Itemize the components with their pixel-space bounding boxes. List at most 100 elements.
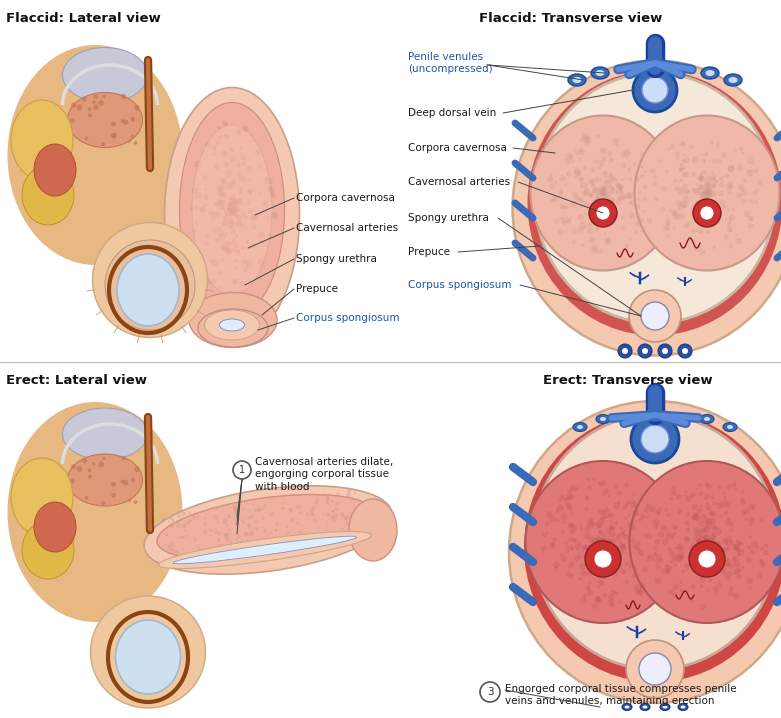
Circle shape [689,145,694,149]
Circle shape [644,185,647,190]
Circle shape [701,536,704,539]
Circle shape [620,190,623,193]
Circle shape [751,174,753,177]
Circle shape [613,539,617,543]
Circle shape [683,536,689,541]
Circle shape [640,165,644,168]
Circle shape [733,544,740,551]
Circle shape [601,555,604,557]
Circle shape [234,223,238,227]
Circle shape [234,267,237,271]
Circle shape [587,586,590,589]
Circle shape [641,302,669,330]
Circle shape [646,533,652,539]
Circle shape [225,233,228,236]
Circle shape [712,586,719,592]
Circle shape [616,534,619,536]
Circle shape [175,551,180,556]
Circle shape [733,556,739,561]
Circle shape [715,204,720,209]
Circle shape [282,537,287,542]
Circle shape [684,521,690,526]
Circle shape [288,508,292,511]
Circle shape [169,203,173,206]
Circle shape [655,559,660,564]
Ellipse shape [11,100,73,180]
Circle shape [226,246,232,253]
Circle shape [625,580,629,584]
Circle shape [203,203,207,207]
Circle shape [264,179,267,182]
Circle shape [643,210,646,213]
Circle shape [618,500,620,503]
Circle shape [591,192,594,195]
Circle shape [683,153,686,156]
Circle shape [243,215,248,219]
Circle shape [611,177,615,182]
Circle shape [650,169,655,174]
Circle shape [663,225,669,231]
Circle shape [697,508,702,513]
Circle shape [727,190,732,195]
Circle shape [226,524,229,526]
Circle shape [257,508,262,512]
Circle shape [248,509,251,512]
Circle shape [718,205,722,209]
Circle shape [602,544,605,547]
Circle shape [711,174,716,180]
Circle shape [740,497,744,500]
Circle shape [275,528,277,531]
Circle shape [750,218,753,220]
Circle shape [182,523,187,528]
Circle shape [699,216,701,219]
Circle shape [176,520,180,524]
Circle shape [706,539,709,542]
Circle shape [199,208,203,212]
Circle shape [323,533,326,538]
Circle shape [719,177,723,180]
Circle shape [111,121,116,126]
Circle shape [217,126,221,129]
Circle shape [220,244,227,251]
Circle shape [551,197,556,202]
Circle shape [634,230,638,234]
Circle shape [675,151,679,157]
Circle shape [700,577,705,582]
Circle shape [708,563,713,567]
Circle shape [700,192,705,197]
Circle shape [654,526,658,529]
Circle shape [587,566,592,571]
Circle shape [629,201,633,205]
Circle shape [271,212,278,219]
Circle shape [704,538,711,546]
Circle shape [725,519,731,525]
Circle shape [177,561,179,564]
Circle shape [695,544,697,546]
Circle shape [130,117,135,122]
Circle shape [612,138,619,145]
Ellipse shape [92,223,208,337]
Circle shape [551,177,553,180]
Circle shape [202,276,207,281]
Circle shape [658,159,662,164]
Circle shape [647,555,651,559]
Circle shape [699,521,704,526]
Circle shape [267,533,270,535]
Circle shape [696,187,701,192]
Circle shape [698,528,704,535]
Circle shape [728,185,733,190]
Ellipse shape [629,290,681,342]
Circle shape [705,542,711,547]
Circle shape [188,519,191,523]
Circle shape [683,223,689,229]
Circle shape [561,513,568,520]
Circle shape [619,187,622,191]
Circle shape [601,541,604,544]
Circle shape [313,539,318,544]
Circle shape [246,260,252,266]
Circle shape [94,105,99,110]
Circle shape [675,213,682,220]
Circle shape [662,348,668,354]
Circle shape [621,225,625,230]
Circle shape [725,575,730,581]
